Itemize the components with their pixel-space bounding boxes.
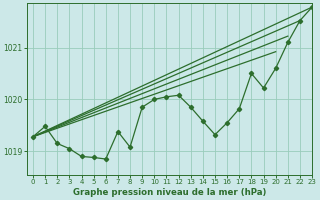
X-axis label: Graphe pression niveau de la mer (hPa): Graphe pression niveau de la mer (hPa) [73,188,266,197]
